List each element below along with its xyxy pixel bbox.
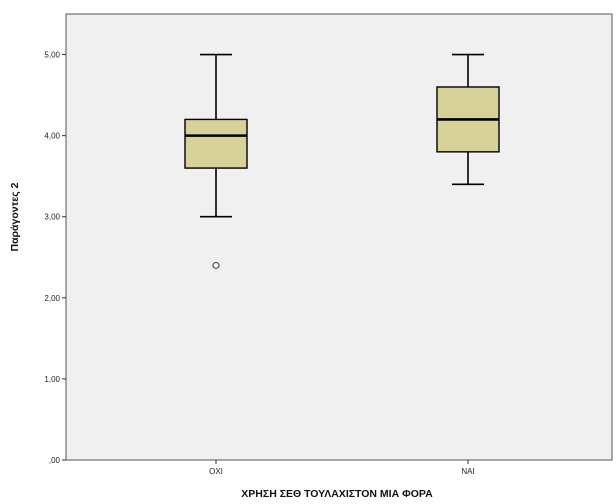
y-tick-label: ,00	[49, 456, 61, 465]
box-1	[184, 53, 248, 269]
y-tick-label: 2,00	[44, 294, 60, 303]
y-tick-label: 1,00	[44, 375, 60, 384]
y-axis: ,00 1,00 2,00 3,00 4,00 5,00	[44, 51, 66, 465]
box-iqr	[184, 118, 248, 169]
y-tick-label: 5,00	[44, 51, 60, 60]
box-2	[436, 53, 500, 186]
boxes	[184, 53, 500, 269]
x-axis: ΟΧΙ ΝΑΙ	[209, 460, 475, 476]
outlier-point	[212, 261, 220, 269]
y-axis-label: Παράγοντες 2	[9, 182, 21, 251]
y-tick-label: 4,00	[44, 132, 60, 141]
plot-area	[65, 13, 613, 461]
y-tick-label: 3,00	[44, 213, 60, 222]
x-axis-label: ΧΡΗΣΗ ΣΕΘ ΤΟΥΛΑΧΙΣΤΟΝ ΜΙΑ ΦΟΡΑ	[241, 488, 433, 500]
x-category-label: ΝΑΙ	[461, 467, 474, 476]
x-category-label: ΟΧΙ	[209, 467, 223, 476]
